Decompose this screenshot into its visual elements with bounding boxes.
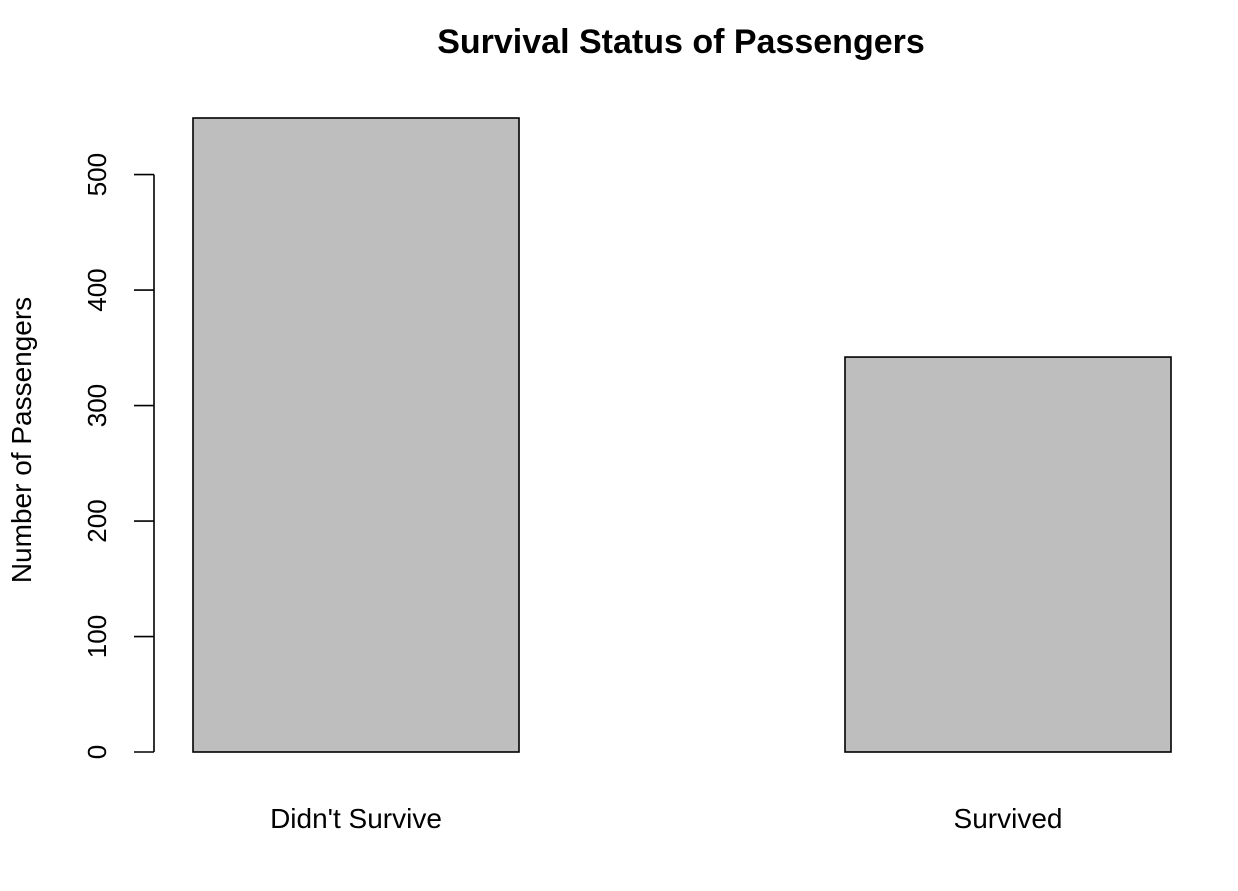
y-tick-label: 100	[82, 615, 112, 658]
y-axis-ticks: 0 100 200 300 400 500	[82, 153, 154, 759]
y-tick-label: 500	[82, 153, 112, 196]
chart-title: Survival Status of Passengers	[437, 23, 925, 61]
y-tick-label: 400	[82, 268, 112, 311]
category-label: Survived	[954, 803, 1063, 834]
category-label: Didn't Survive	[270, 803, 442, 834]
y-tick-label: 300	[82, 384, 112, 427]
bars-group	[192, 117, 1172, 753]
y-tick-label: 0	[82, 745, 112, 759]
bar-0	[192, 117, 520, 753]
category-labels: Didn't Survive Survived	[270, 803, 1062, 834]
bar-1	[844, 356, 1172, 753]
y-axis-label: Number of Passengers	[6, 297, 37, 583]
y-tick-label: 200	[82, 499, 112, 542]
